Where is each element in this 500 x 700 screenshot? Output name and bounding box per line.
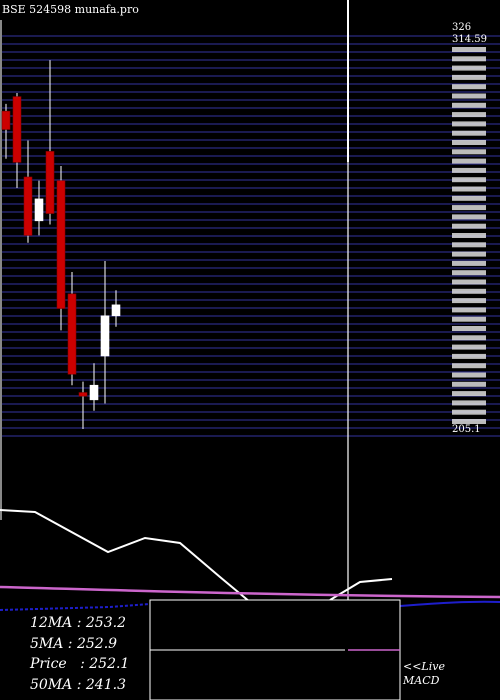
candle-body xyxy=(78,392,88,397)
stat-price: Price : 252.1 xyxy=(30,656,130,672)
pink-line xyxy=(0,585,500,599)
tick-label-glyph xyxy=(452,214,486,220)
live-label: <<Live xyxy=(403,660,445,673)
tick-label-glyph xyxy=(452,195,486,201)
tick-label-glyph xyxy=(452,112,486,118)
tick-label-glyph xyxy=(452,326,486,331)
candle-body xyxy=(12,96,22,163)
tick-label-glyph xyxy=(452,335,486,341)
tick-label-glyph xyxy=(452,74,486,80)
tick-label-glyph xyxy=(452,121,486,127)
tick-label-glyph xyxy=(452,56,486,62)
tick-label-top: 326 xyxy=(452,22,471,33)
stat-12ma: 12MA : 253.2 xyxy=(30,615,126,631)
tick-label-glyph xyxy=(452,363,486,369)
tick-label-glyph xyxy=(452,242,486,248)
stat-5ma: 5MA : 252.9 xyxy=(30,635,118,652)
price-grid xyxy=(0,20,500,520)
moving-average-stats: 12MA : 253.2 5MA : 252.9 Price : 252.1 5… xyxy=(30,613,129,695)
tick-label-glyph xyxy=(452,140,486,145)
candle-body xyxy=(67,293,77,375)
indicator-line xyxy=(0,509,251,603)
tick-label-glyph xyxy=(452,65,486,71)
candle-body xyxy=(111,304,121,317)
tick-label-glyph xyxy=(452,288,486,294)
tick-label-glyph xyxy=(452,270,486,276)
tick-label-glyph xyxy=(452,391,486,397)
tick-label-glyph xyxy=(452,149,486,155)
tick-label-min: 205.1 xyxy=(452,424,481,435)
blue-line-dotted xyxy=(0,603,151,611)
candle-body xyxy=(34,198,44,222)
candle-body xyxy=(89,384,99,401)
left-axis-bar xyxy=(0,20,2,520)
tick-label-glyph xyxy=(452,344,486,350)
tick-label-glyph xyxy=(452,419,486,424)
tick-label-glyph xyxy=(452,177,486,183)
tick-label-glyph xyxy=(452,400,486,406)
tick-label-max: 314.59 xyxy=(452,34,487,45)
candles xyxy=(1,60,121,430)
candle-body xyxy=(1,110,11,130)
tick-label-glyph xyxy=(452,223,486,229)
tick-label-glyph xyxy=(452,260,486,266)
candle-body xyxy=(45,151,55,214)
macd-label: MACD xyxy=(403,674,440,687)
tick-label-glyph xyxy=(452,186,486,192)
tick-label-glyph xyxy=(452,298,486,304)
tick-label-glyph xyxy=(452,381,486,387)
candle-body xyxy=(56,180,66,309)
tick-label-glyph xyxy=(452,167,486,173)
tick-label-glyph xyxy=(452,158,486,164)
chart-title: BSE 524598 munafa.pro xyxy=(2,3,139,16)
tick-label-glyph xyxy=(452,205,486,211)
blue-line xyxy=(399,600,500,607)
tick-label-glyph xyxy=(452,316,486,322)
candle-body xyxy=(23,176,33,236)
tick-label-glyph xyxy=(452,233,486,238)
tick-label-glyph xyxy=(452,130,486,136)
stat-50ma: 50MA : 241.3 xyxy=(30,676,126,693)
tick-label-glyph xyxy=(452,307,486,313)
tick-label-glyph xyxy=(452,251,486,257)
tick-label-glyph xyxy=(452,353,486,359)
tick-label-glyph xyxy=(452,409,486,415)
tick-label-glyph xyxy=(452,279,486,285)
tick-label-glyph xyxy=(452,93,486,99)
candle-body xyxy=(100,315,110,357)
tick-label-glyph xyxy=(452,102,486,108)
tick-label-glyph xyxy=(452,372,486,378)
tick-label-glyph xyxy=(452,84,486,90)
live-macd-link[interactable]: <<Live MACD xyxy=(403,660,445,688)
tick-label-glyph xyxy=(452,47,486,52)
